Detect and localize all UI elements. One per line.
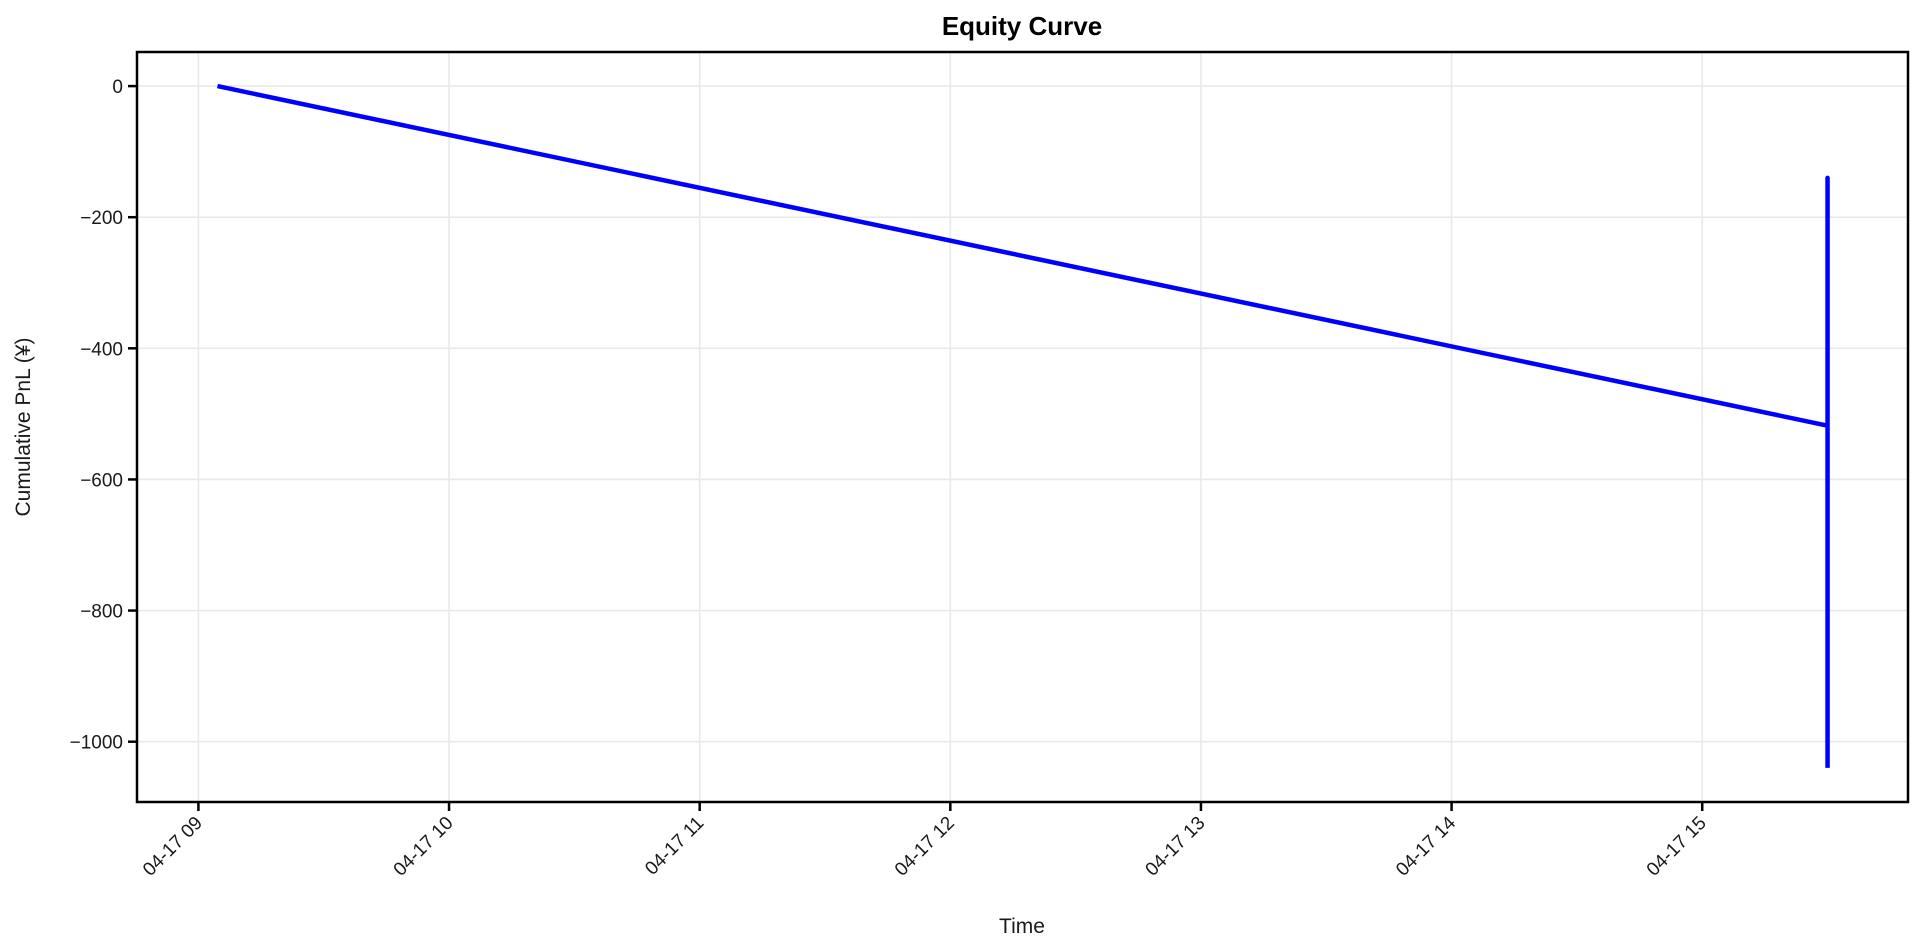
x-tick-label: 04-17 13 — [1142, 813, 1210, 881]
gridlines — [137, 52, 1908, 802]
equity-line — [216, 83, 1830, 768]
y-tick-label: 0 — [112, 77, 123, 98]
x-axis-label: Time — [999, 915, 1045, 938]
y-tick-label: −800 — [80, 602, 123, 623]
x-tick-label: 04-17 12 — [891, 813, 959, 881]
data-series-layer — [216, 83, 1830, 768]
plot-border — [135, 50, 1910, 804]
y-tick-label: −400 — [80, 339, 123, 360]
x-tick-label: 04-17 10 — [390, 813, 458, 881]
x-tick-label: 04-17 15 — [1643, 813, 1711, 881]
axes-layer: 04-17 09 04-17 10 04-17 11 04-17 12 04-17 13… — [70, 50, 1910, 881]
y-tick-label: −600 — [80, 470, 123, 491]
x-tick-label: 04-17 09 — [139, 813, 207, 881]
y-axis-label: Cumulative PnL (¥) — [12, 338, 35, 517]
y-tick-label: −1000 — [70, 733, 123, 754]
chart-title: Equity Curve — [942, 11, 1102, 41]
y-tick-label: −200 — [80, 208, 123, 229]
x-tick-label: 04-17 11 — [641, 813, 708, 880]
x-tick-label: 04-17 14 — [1392, 812, 1460, 880]
